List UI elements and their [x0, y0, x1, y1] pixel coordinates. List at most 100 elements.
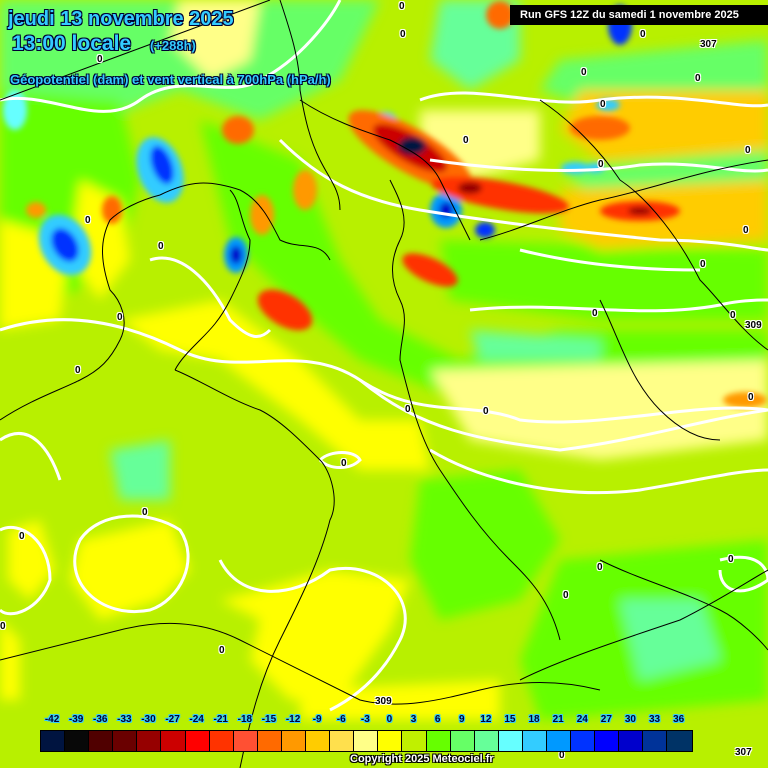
colorbar-tick: -27	[165, 714, 180, 725]
colorbar-swatch	[571, 731, 596, 751]
strong-velocity-cores	[3, 1, 767, 408]
vertical-velocity-field	[0, 0, 768, 720]
contour-label: 0	[728, 554, 734, 565]
contour-label: 0	[695, 73, 701, 84]
contour-label: 0	[85, 215, 91, 226]
contour-label: 0	[97, 54, 103, 65]
colorbar-tick: 24	[576, 714, 588, 725]
colorbar-tick: -3	[360, 714, 370, 725]
run-info-text: Run GFS 12Z du samedi 1 novembre 2025	[520, 9, 739, 21]
colorbar-swatch	[426, 731, 451, 751]
contour-label: 0	[75, 365, 81, 376]
contour-label: 0	[581, 67, 587, 78]
contour-label: 0	[700, 259, 706, 270]
contour-label: 0	[158, 241, 164, 252]
colorbar-swatch	[330, 731, 355, 751]
forecast-date: jeudi 13 novembre 2025	[8, 8, 234, 30]
contour-label: 0	[600, 99, 606, 110]
contour-label: 0	[563, 590, 569, 601]
colorbar-tick: -33	[117, 714, 132, 725]
contour-label: 0	[743, 225, 749, 236]
colorbar-swatch	[306, 731, 331, 751]
contour-label: 0	[463, 135, 469, 146]
colorbar-tick: -15	[261, 714, 277, 725]
colorbar-tick-labels: -42 -39 -36 -33 -30 -27 -24 -21 -18 -15 -12 -9 -6 -3 0…	[40, 714, 740, 728]
colorbar-tick: -39	[68, 714, 84, 725]
colorbar-tick: 27	[600, 714, 612, 725]
contour-label: 0	[730, 310, 736, 321]
colorbar-tick: 0	[386, 714, 393, 725]
contour-label: 0	[640, 29, 646, 40]
contour-label: 0	[399, 1, 405, 12]
colorbar-tick: -42	[44, 714, 60, 725]
contour-label: 307	[735, 747, 752, 758]
colorbar-tick: 30	[624, 714, 636, 725]
colorbar-swatch	[137, 731, 162, 751]
colorbar-swatch	[185, 731, 210, 751]
contour-label: 307	[700, 39, 717, 50]
contour-label: 0	[19, 531, 25, 542]
contour-label: 0	[400, 29, 406, 40]
contour-label: 309	[375, 696, 392, 707]
colorbar-swatch	[281, 731, 307, 751]
colorbar-swatch	[450, 731, 475, 751]
colorbar-tick: -24	[189, 714, 204, 725]
contour-label: 0	[559, 750, 565, 761]
contour-label: 0	[597, 562, 603, 573]
colorbar-tick: -9	[312, 714, 322, 725]
colorbar-tick: -18	[237, 714, 253, 725]
contour-label: 0	[219, 645, 225, 656]
colorbar-tick: 6	[434, 714, 441, 725]
colorbar-tick: 15	[504, 714, 516, 725]
colorbar-swatch	[233, 731, 258, 751]
colorbar-swatch	[474, 731, 499, 751]
colorbar-swatch	[643, 731, 668, 751]
colorbar-tick: -6	[336, 714, 346, 725]
colorbar-swatch	[161, 731, 186, 751]
contour-label: 0	[0, 621, 6, 632]
contour-label: 0	[142, 507, 148, 518]
colorbar-tick: 12	[480, 714, 492, 725]
colorbar-swatch	[619, 731, 644, 751]
colorbar-swatch	[41, 731, 66, 751]
colorbar-swatch	[113, 731, 138, 751]
colorbar-swatch	[522, 731, 547, 751]
parameter-title: Géopotentiel (dam) et vent vertical à 70…	[10, 72, 331, 87]
contour-label: 309	[745, 320, 762, 331]
contour-label: 0	[483, 406, 489, 417]
forecast-time: 13:00 locale	[12, 32, 132, 55]
colorbar-tick: 21	[552, 714, 564, 725]
colorbar-swatch	[65, 731, 90, 751]
colorbar-tick: -21	[213, 714, 228, 725]
colorbar-tick: 36	[673, 714, 685, 725]
contour-label: 0	[748, 392, 754, 403]
colorbar-swatch	[498, 731, 523, 751]
forecast-lead-time: (+288h)	[150, 38, 196, 53]
colorbar-tick: 18	[528, 714, 540, 725]
colorbar-swatch	[595, 731, 620, 751]
contour-label: 0	[745, 145, 751, 156]
colorbar-tick: -12	[285, 714, 301, 725]
copyright-text: Copyright 2025 Meteociel.fr	[350, 753, 494, 765]
contour-label: 0	[341, 458, 347, 469]
contour-label: 0	[592, 308, 598, 319]
contour-label: 0	[405, 404, 411, 415]
colorbar-tick: -30	[141, 714, 156, 725]
colorbar-swatch	[209, 731, 234, 751]
colorbar-swatch	[402, 731, 427, 751]
colorbar-swatch	[378, 731, 403, 751]
contour-label: 0	[117, 312, 123, 323]
colorbar-swatch	[546, 731, 572, 751]
colorbar-tick: 9	[458, 714, 465, 725]
colorbar-swatch	[667, 731, 692, 751]
colorbar-tick: 33	[648, 714, 661, 725]
colorbar-swatch	[257, 731, 282, 751]
run-info-banner: Run GFS 12Z du samedi 1 novembre 2025	[510, 5, 768, 25]
colorbar-tick: -36	[93, 714, 108, 725]
colorbar-swatch	[89, 731, 114, 751]
colorbar-tick: 3	[410, 714, 417, 725]
contour-label: 0	[598, 159, 604, 170]
zero-contours	[0, 0, 768, 712]
